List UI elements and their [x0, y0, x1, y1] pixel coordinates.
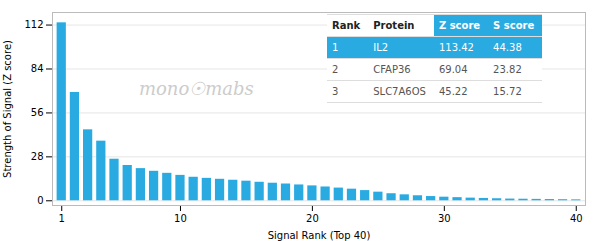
svg-text:40: 40 [570, 213, 583, 224]
html-text:15.72: 15.72 [493, 86, 522, 97]
svg-text:mono☉mabs: mono☉mabs [139, 78, 254, 99]
svg-text:28: 28 [31, 151, 44, 162]
html-text:Protein: Protein [373, 20, 415, 31]
svg-text:0: 0 [37, 195, 43, 206]
html-text:Rank: Rank [332, 20, 361, 31]
svg-text:84: 84 [31, 63, 44, 74]
svg-text:112: 112 [24, 19, 43, 30]
svg-text:20: 20 [306, 213, 319, 224]
svg-text:Strength of Signal (Z score): Strength of Signal (Z score) [2, 40, 13, 178]
svg-text:1: 1 [59, 213, 65, 224]
html-text:69.04: 69.04 [438, 64, 468, 75]
html-text:113.42: 113.42 [438, 42, 474, 53]
html-text:3: 3 [332, 86, 339, 97]
html-text:Z score: Z score [438, 20, 481, 31]
html-text:44.38: 44.38 [493, 42, 522, 53]
html-text:SLC7A6OS: SLC7A6OS [373, 86, 426, 97]
html-text:S score: S score [493, 20, 535, 31]
html-text:2: 2 [332, 64, 339, 75]
html-text:45.22: 45.22 [438, 86, 468, 97]
svg-text:30: 30 [438, 213, 451, 224]
svg-text:Signal Rank (Top 40): Signal Rank (Top 40) [268, 230, 371, 241]
svg-text:10: 10 [174, 213, 187, 224]
html-text:23.82: 23.82 [493, 64, 522, 75]
html-text:CFAP36: CFAP36 [373, 64, 411, 75]
html-text:1: 1 [332, 42, 339, 53]
html-text:IL2: IL2 [373, 42, 389, 53]
svg-text:56: 56 [31, 107, 44, 118]
